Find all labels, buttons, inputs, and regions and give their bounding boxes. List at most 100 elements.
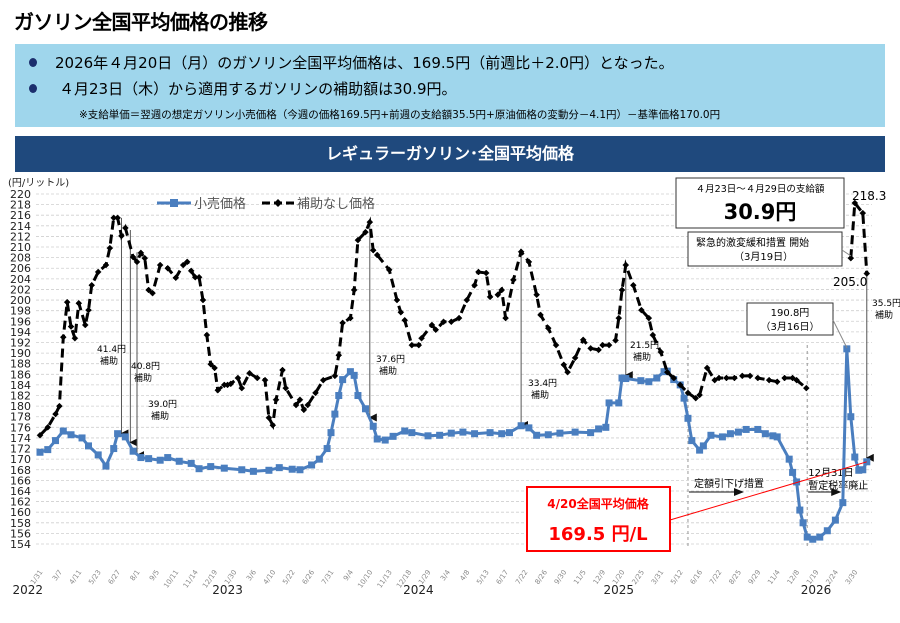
x-tick-label: 9/29 — [747, 569, 763, 586]
y-tick-label: 192 — [10, 336, 31, 349]
year-label: 2024 — [403, 583, 434, 597]
no-subsidy-price-point — [203, 331, 211, 339]
no-subsidy-price-point — [657, 348, 665, 356]
no-subsidy-price-point — [605, 341, 613, 349]
no-subsidy-price-point — [312, 389, 319, 397]
emergency-label: 緊急的激変緩和措置 開始 — [696, 236, 809, 249]
no-subsidy-price-point — [455, 314, 463, 322]
peak-value-label: 218.3 — [852, 189, 886, 203]
no-subsidy-price-point — [347, 314, 354, 322]
no-subsidy-price-point — [859, 209, 867, 217]
no-subsidy-price-point — [296, 396, 304, 404]
retail-price-point — [859, 466, 867, 474]
no-subsidy-price-point — [802, 384, 810, 392]
y-tick-label: 188 — [10, 358, 31, 371]
y-tick-label: 210 — [10, 241, 31, 254]
retail-price-point — [734, 428, 742, 436]
spike-box — [746, 302, 834, 336]
retail-price-point — [680, 394, 688, 402]
x-tick-label: 3/4 — [439, 568, 452, 582]
no-subsidy-price-point — [397, 308, 405, 316]
x-tick-label: 5/12 — [669, 569, 685, 586]
no-subsidy-price-point — [781, 374, 788, 382]
y-tick-label: 206 — [10, 262, 31, 275]
no-subsidy-price-point — [415, 341, 423, 349]
no-subsidy-price-point — [335, 351, 343, 359]
y-tick-label: 168 — [10, 464, 31, 477]
no-subsidy-price-point — [385, 266, 393, 274]
subsidy-amount: 40.8円 — [131, 361, 160, 372]
spike-value: 190.8円 — [771, 308, 810, 319]
y-tick-label: 200 — [10, 294, 31, 307]
retail-price-point — [361, 405, 369, 413]
no-subsidy-price-point — [463, 296, 471, 304]
no-subsidy-price-point — [369, 246, 377, 254]
no-subsidy-price-point — [85, 306, 92, 314]
no-subsidy-price-point — [645, 314, 653, 322]
summary-subsidy: ４月23日（木）から適用するガソリンの補助額は30.9円。 — [59, 80, 457, 98]
y-tick-label: 170 — [10, 453, 31, 466]
x-tick-label: 8/26 — [533, 568, 549, 586]
no-subsidy-price-point — [525, 258, 533, 266]
summary-price: 2026年４月20日（月）のガソリン全国平均価格は、169.5円（前週比＋2.0… — [55, 54, 674, 72]
y-tick-label: 194 — [10, 326, 31, 339]
x-tick-label: 11/4 — [766, 568, 782, 586]
retail-price-point — [587, 429, 595, 437]
retail-price-point — [327, 429, 335, 437]
no-subsidy-price-point — [331, 372, 339, 380]
no-subsidy-price-point — [393, 296, 401, 304]
retail-price-point — [605, 399, 613, 407]
x-tick-label: 5/23 — [87, 569, 103, 586]
bullet-icon — [29, 58, 37, 67]
no-subsidy-price-point — [486, 293, 494, 301]
no-subsidy-price-point — [564, 368, 571, 376]
retail-price-point — [855, 466, 863, 474]
no-subsidy-price-point — [696, 391, 703, 399]
no-subsidy-price-point — [211, 364, 218, 372]
retail-price-point — [533, 431, 541, 439]
year-label: 2023 — [212, 583, 243, 597]
no-subsidy-price-point — [56, 402, 63, 410]
retail-price-point — [544, 431, 552, 439]
retail-price-point — [742, 425, 750, 433]
retail-price-point — [459, 428, 467, 436]
x-tick-label: 10/10 — [356, 569, 374, 590]
x-tick-label: 8/25 — [727, 569, 743, 586]
retail-price-point — [769, 432, 777, 440]
retail-price-point — [424, 432, 432, 440]
no-subsidy-price-point — [615, 314, 623, 322]
x-tick-label: 11/14 — [182, 568, 200, 590]
retail-price-point — [195, 465, 203, 473]
emergency-box — [687, 231, 843, 267]
retail-price-point — [726, 430, 734, 438]
no-subsidy-price-point — [350, 286, 358, 294]
subsidy-label: 補助 — [100, 355, 118, 367]
y-tick-label: 190 — [10, 347, 31, 360]
x-tick-label: 8/1 — [129, 569, 142, 583]
retail-price-point — [571, 428, 579, 436]
no-subsidy-price-point — [261, 376, 269, 384]
emergency-leader — [841, 249, 852, 257]
y-tick-label: 198 — [10, 305, 31, 318]
legend-retail-label: 小売価格 — [194, 196, 246, 212]
y-tick-label: 186 — [10, 368, 31, 381]
no-subsidy-price-point — [88, 281, 96, 289]
x-tick-label: 9/4 — [342, 568, 355, 582]
retail-price-point — [785, 455, 793, 463]
retail-price-point — [354, 392, 362, 400]
retail-price-point — [796, 506, 804, 514]
retail-price-point — [696, 446, 704, 454]
no-subsidy-price-point — [552, 341, 560, 349]
x-tick-label: 9/30 — [553, 569, 569, 586]
retail-price-point — [595, 425, 603, 433]
retail-price-point — [94, 451, 102, 459]
no-subsidy-price-point — [692, 394, 700, 402]
retail-price-point — [373, 435, 381, 443]
no-subsidy-price-point — [711, 376, 719, 384]
no-subsidy-price-point — [863, 270, 871, 277]
x-tick-label: 11/5 — [572, 569, 588, 586]
y-tick-label: 214 — [10, 220, 31, 233]
retail-price-point — [718, 433, 726, 441]
y-tick-label: 162 — [10, 496, 31, 509]
